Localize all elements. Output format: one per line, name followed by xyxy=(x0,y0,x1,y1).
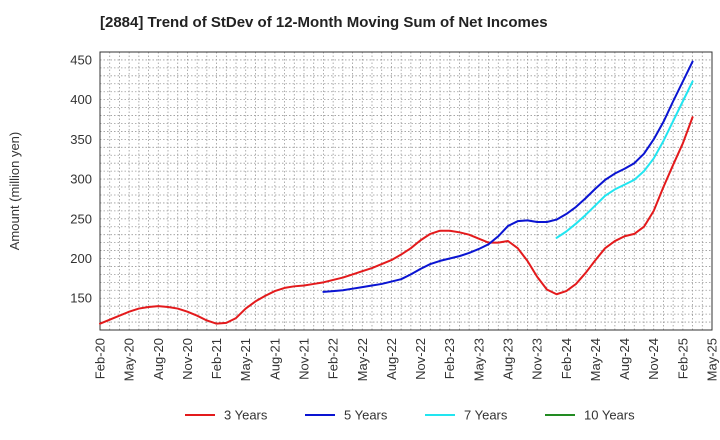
x-tick-label: Nov-20 xyxy=(180,338,195,380)
y-axis-label: Amount (million yen) xyxy=(7,132,22,251)
series-layer xyxy=(99,60,694,325)
x-tick-label: May-24 xyxy=(588,338,603,381)
legend-label: 10 Years xyxy=(584,408,635,423)
x-tick-label: Feb-23 xyxy=(442,338,457,379)
plot-area xyxy=(100,52,712,330)
x-tick-label: Feb-20 xyxy=(93,338,108,379)
legend-label: 3 Years xyxy=(224,408,268,423)
y-tick-label: 350 xyxy=(70,132,92,147)
x-tick-label: Nov-24 xyxy=(646,338,661,380)
x-tick-label: Aug-20 xyxy=(151,338,166,380)
x-tick-label: May-20 xyxy=(122,338,137,381)
y-tick-label: 300 xyxy=(70,172,92,187)
x-tick-label: Aug-23 xyxy=(501,338,516,380)
chart-legend: 3 Years 5 Years 7 Years 10 Years xyxy=(185,408,635,423)
x-tick-label: Nov-22 xyxy=(413,338,428,380)
y-tick-label: 400 xyxy=(70,92,92,107)
x-tick-label: Feb-24 xyxy=(559,338,574,379)
grid-layer xyxy=(99,51,713,331)
y-tick-label: 150 xyxy=(70,291,92,306)
legend-label: 7 Years xyxy=(464,408,508,423)
plot-border xyxy=(99,51,713,331)
legend-label: 5 Years xyxy=(344,408,388,423)
x-tick-label: Nov-21 xyxy=(297,338,312,380)
x-tick-label: May-25 xyxy=(705,338,720,381)
series-line-1 xyxy=(99,116,694,325)
x-tick-label: May-22 xyxy=(355,338,370,381)
axis-layer: 150 200 250 300 350 400 450 Amount (million yen… xyxy=(7,51,720,381)
x-tick-label: Aug-24 xyxy=(617,338,632,380)
y-tick-label: 250 xyxy=(70,211,92,226)
x-tick-label: Feb-21 xyxy=(209,338,224,379)
x-tick-label: Nov-23 xyxy=(530,338,545,380)
series-line-2 xyxy=(322,60,694,293)
chart-title: [2884] Trend of StDev of 12-Month Moving… xyxy=(100,14,548,31)
x-tick-label: May-21 xyxy=(238,338,253,381)
series-line-3 xyxy=(555,80,694,239)
x-tick-label: Aug-22 xyxy=(384,338,399,380)
x-tick-label: May-23 xyxy=(471,338,486,381)
x-tick-label: Aug-21 xyxy=(267,338,282,380)
y-tick-label: 200 xyxy=(70,251,92,266)
x-tick-label: Feb-22 xyxy=(326,338,341,379)
y-tick-label: 450 xyxy=(70,52,92,67)
x-tick-label: Feb-25 xyxy=(675,338,690,379)
